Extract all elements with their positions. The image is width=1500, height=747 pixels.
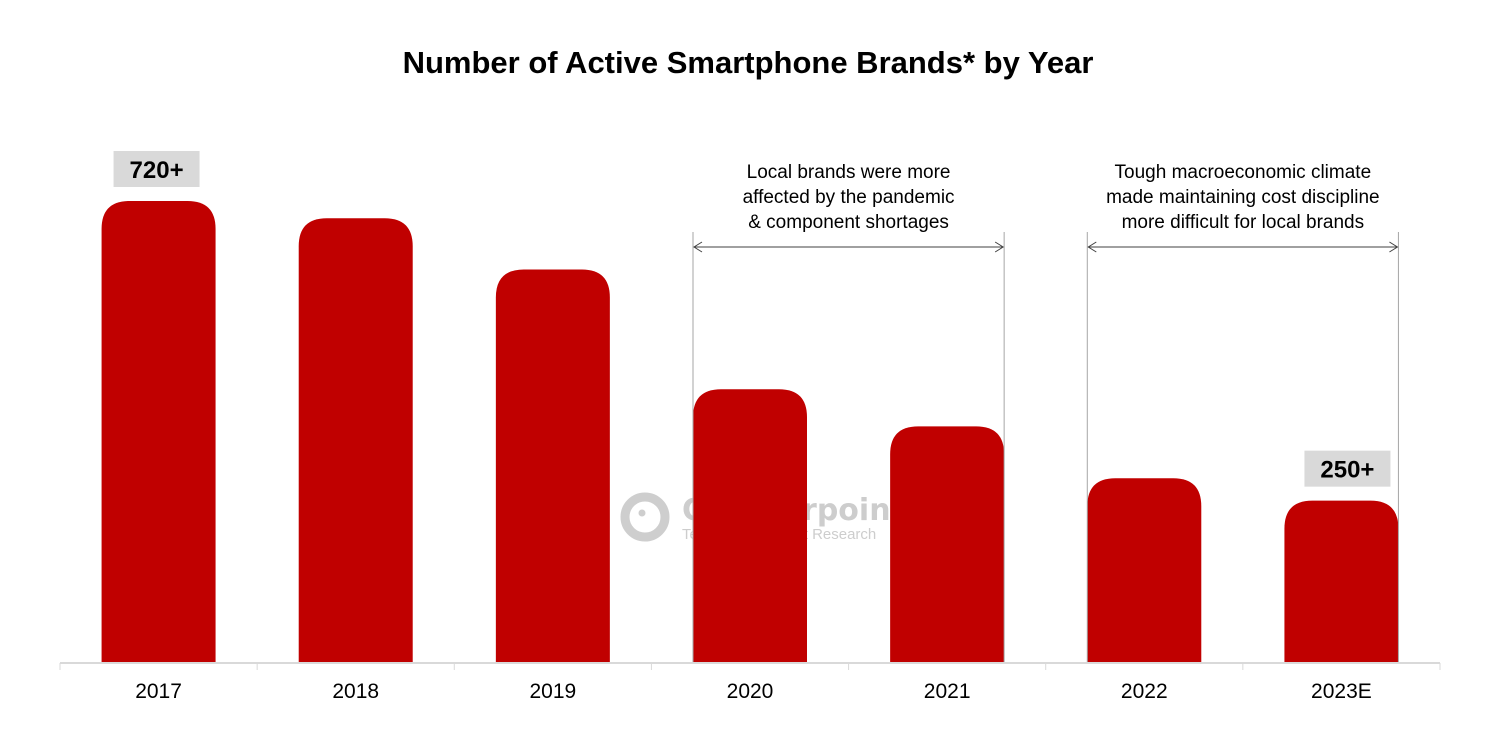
bar-2019 — [495, 269, 610, 662]
bar-2023E — [1284, 500, 1399, 662]
bar-2020 — [693, 389, 807, 662]
arrowhead-right-icon — [994, 241, 1005, 253]
chart-title: Number of Active Smartphone Brands* by Y… — [403, 45, 1094, 80]
annotation-text-line: affected by the pandemic — [743, 187, 955, 208]
x-tick-label: 2017 — [135, 680, 182, 703]
annotation-text-line: & component shortages — [748, 212, 949, 233]
annotation-text-line: more difficult for local brands — [1122, 212, 1365, 233]
annotation-1: Local brands were more affected by the pa… — [692, 162, 1005, 662]
annotation-text-line: made maintaining cost discipline — [1106, 187, 1380, 208]
x-tick-label: 2022 — [1121, 680, 1168, 703]
arrowhead-right-icon — [1389, 241, 1399, 253]
data-label-text: 250+ — [1320, 457, 1374, 484]
data-label-2023E: 250+ — [1304, 450, 1391, 487]
x-axis: 2017 2018 2019 2020 2021 2022 2023E — [59, 662, 1441, 703]
bar-2022 — [1087, 478, 1202, 662]
data-label-box — [1304, 450, 1391, 487]
bar-2017 — [101, 201, 216, 662]
bar-2021 — [890, 426, 1005, 662]
annotation-text-line: Tough macroeconomic climate — [1115, 162, 1372, 183]
annotation-text-line: Local brands were more — [747, 162, 951, 183]
data-label-text: 720+ — [130, 157, 184, 184]
annotations: Local brands were more affected by the pa… — [692, 162, 1399, 662]
x-tick-label: 2018 — [332, 680, 379, 703]
data-label-box — [113, 151, 200, 187]
arrowhead-left-icon — [1087, 241, 1097, 253]
bars — [101, 201, 1399, 662]
x-tick-label: 2019 — [529, 680, 576, 703]
bar-2018 — [298, 218, 413, 662]
data-labels: 720+ 250+ — [113, 151, 1391, 487]
counterpoint-logo-dot — [638, 509, 646, 517]
annotation-2: Tough macroeconomic climate made maintain… — [1086, 162, 1399, 662]
x-tick-label: 2021 — [924, 680, 971, 703]
counterpoint-logo-icon — [620, 492, 670, 542]
data-label-2017: 720+ — [113, 151, 200, 187]
x-tick-label: 2023E — [1311, 680, 1372, 703]
x-tick-label: 2020 — [727, 680, 774, 703]
arrowhead-left-icon — [693, 241, 703, 253]
